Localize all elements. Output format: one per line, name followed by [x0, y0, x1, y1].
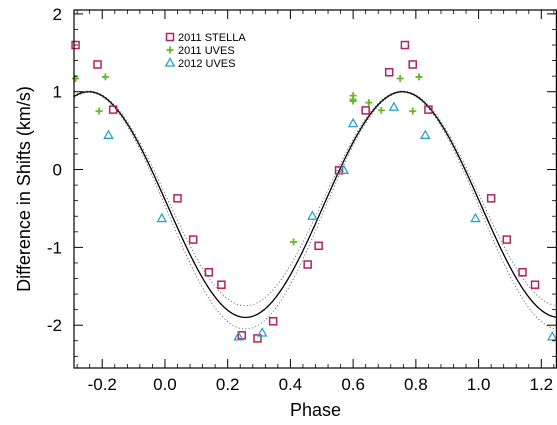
- data-point-2012-uves: [347, 117, 359, 128]
- legend-label-2011-uves: 2011 UVES: [178, 45, 235, 57]
- data-point-2011-stella: [253, 334, 262, 343]
- data-point-2011-stella: [361, 106, 370, 115]
- data-markers: [71, 40, 557, 343]
- legend-marker-2012-uves: [164, 57, 176, 67]
- data-point-2012-uves: [388, 101, 400, 111]
- data-point-2012-uves: [546, 331, 557, 341]
- data-point-2012-uves: [419, 129, 431, 139]
- data-point-2012-uves: [307, 210, 318, 220]
- data-point-2011-uves: [290, 238, 298, 246]
- y-tick-label: -2: [47, 316, 62, 335]
- axis-ticks: [74, 10, 556, 368]
- data-point-2011-stella: [71, 40, 80, 50]
- data-point-2011-uves: [396, 74, 404, 82]
- data-point-2011-stella: [486, 194, 496, 203]
- data-point-2011-stella: [188, 235, 198, 244]
- x-tick-label: 0.8: [404, 375, 428, 394]
- data-point-2011-stella: [93, 60, 102, 69]
- x-axis-title: Phase: [290, 400, 341, 420]
- data-point-2011-uves: [415, 73, 423, 81]
- x-tick-label: 1.0: [467, 375, 491, 394]
- data-point-2011-stella: [502, 235, 512, 244]
- legend-marker-2011-stella: [165, 32, 175, 42]
- data-point-2011-uves: [95, 107, 103, 115]
- data-point-2011-stella: [204, 268, 214, 277]
- data-point-2012-uves: [103, 129, 114, 139]
- data-point-2011-stella: [408, 60, 417, 69]
- data-point-2011-stella: [217, 280, 226, 289]
- data-point-2012-uves: [233, 331, 244, 341]
- y-axis-title: Difference in Shifts (km/s): [14, 86, 34, 292]
- data-point-2011-stella: [173, 194, 182, 203]
- x-tick-label: 0.0: [153, 375, 177, 394]
- data-point-2012-uves: [256, 327, 268, 337]
- data-point-2011-uves: [377, 106, 385, 114]
- data-point-2011-stella: [303, 260, 312, 269]
- data-point-2011-uves: [365, 99, 373, 107]
- data-point-2011-stella: [384, 68, 394, 77]
- data-point-2011-stella: [530, 280, 540, 289]
- data-point-2011-stella: [518, 268, 527, 277]
- data-point-2011-stella: [314, 241, 323, 251]
- axis-tick-labels: -0.2 0.0 0.2 0.4 0.6 0.8 1.0 1.2 -2 -1 0 1 2: [47, 5, 553, 394]
- x-tick-label: 0.2: [216, 375, 240, 394]
- legend-marker-2011-uves: [166, 46, 174, 54]
- data-point-2011-uves: [409, 107, 417, 115]
- data-point-2012-uves: [470, 212, 481, 223]
- x-tick-label: 0.6: [341, 375, 365, 394]
- y-tick-label: 1: [53, 83, 62, 102]
- y-tick-label: 2: [53, 5, 62, 24]
- x-tick-label: 1.2: [529, 375, 553, 394]
- legend-label-2012-uves: 2012 UVES: [178, 58, 235, 70]
- data-point-2011-stella: [108, 105, 118, 114]
- legend-label-2011-stella: 2011 STELLA: [178, 32, 246, 44]
- data-point-2012-uves: [338, 164, 350, 174]
- y-tick-label: -1: [47, 238, 62, 257]
- data-point-2011-uves: [349, 96, 357, 103]
- y-tick-label: 0: [53, 161, 62, 180]
- data-point-2011-stella: [400, 40, 410, 50]
- data-point-2011-stella: [424, 105, 433, 114]
- data-point-2011-uves: [101, 73, 109, 81]
- data-point-2012-uves: [156, 212, 168, 223]
- model-curve-solid-0: [73, 91, 557, 319]
- data-point-2011-stella: [268, 317, 278, 326]
- x-tick-label: 0.4: [279, 375, 303, 394]
- x-tick-label: -0.2: [88, 375, 117, 394]
